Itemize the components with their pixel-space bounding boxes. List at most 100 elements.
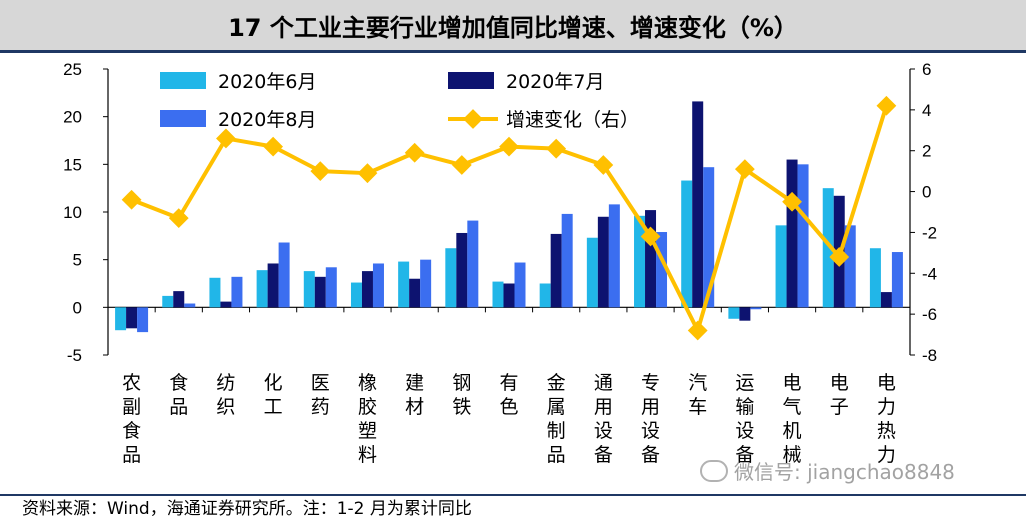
right-tick-label: -2 bbox=[922, 223, 937, 242]
bar bbox=[797, 164, 809, 308]
wechat-icon bbox=[700, 459, 728, 482]
category-label-char: 农 bbox=[122, 372, 141, 394]
bar bbox=[115, 307, 127, 331]
source-note: 资料来源：Wind，海通证券研究所。注：1-2 月为累计同比 bbox=[0, 494, 1026, 523]
category-label: 有色 bbox=[499, 372, 518, 418]
category-label-char: 织 bbox=[216, 396, 235, 418]
category-label-char: 热 bbox=[877, 420, 896, 442]
bar bbox=[445, 248, 457, 308]
category-label: 橡胶塑料 bbox=[358, 372, 377, 466]
category-label: 食品 bbox=[169, 372, 188, 418]
bar bbox=[278, 242, 290, 308]
category-label-char: 化 bbox=[264, 372, 283, 394]
category-label-char: 橡 bbox=[358, 372, 377, 394]
category-label: 汽车 bbox=[688, 372, 707, 418]
watermark: 微信号: jiangchao8848 bbox=[700, 456, 955, 485]
bar bbox=[220, 301, 232, 308]
change-point bbox=[357, 163, 378, 184]
bar bbox=[608, 204, 620, 308]
change-point bbox=[121, 189, 142, 210]
category-label-char: 材 bbox=[405, 396, 424, 418]
legend-swatch bbox=[160, 72, 206, 89]
change-point bbox=[263, 136, 284, 157]
right-tick-label: 4 bbox=[922, 101, 931, 120]
bar bbox=[420, 259, 432, 308]
category-label-char: 设 bbox=[641, 420, 660, 442]
bar bbox=[398, 261, 410, 308]
bar bbox=[822, 188, 834, 308]
bar bbox=[880, 292, 892, 308]
category-label-char: 输 bbox=[735, 396, 754, 418]
bar bbox=[514, 262, 526, 308]
bar bbox=[137, 307, 149, 333]
category-label-char: 食 bbox=[122, 420, 141, 442]
bar bbox=[303, 271, 315, 308]
category-label: 化工 bbox=[264, 372, 283, 418]
bar bbox=[539, 283, 551, 308]
category-label: 金属制品 bbox=[547, 372, 566, 466]
bar bbox=[162, 295, 174, 308]
category-label-char: 食 bbox=[169, 372, 188, 394]
category-label: 建材 bbox=[405, 372, 424, 418]
category-label-char: 汽 bbox=[688, 372, 707, 394]
bar bbox=[634, 215, 646, 308]
category-label-char: 副 bbox=[122, 396, 141, 418]
category-label-char: 医 bbox=[311, 372, 330, 394]
category-label-char: 属 bbox=[547, 396, 566, 418]
legend-label: 2020年6月 bbox=[218, 71, 316, 93]
category-label-char: 品 bbox=[169, 396, 188, 418]
bar bbox=[739, 307, 751, 321]
bar bbox=[409, 278, 421, 308]
bar bbox=[126, 307, 138, 329]
category-label-char: 电 bbox=[877, 372, 896, 394]
category-label-char: 制 bbox=[547, 420, 566, 442]
bar bbox=[728, 307, 740, 319]
left-tick-label: 20 bbox=[63, 108, 82, 127]
bar bbox=[786, 159, 798, 308]
category-label-char: 金 bbox=[547, 372, 566, 394]
category-label-char: 纺 bbox=[216, 372, 235, 394]
legend-swatch bbox=[448, 72, 494, 89]
change-point bbox=[404, 142, 425, 163]
category-label-char: 备 bbox=[735, 444, 754, 466]
category-label-char: 铁 bbox=[452, 396, 471, 418]
bar bbox=[350, 282, 362, 308]
category-label-char: 料 bbox=[358, 444, 377, 466]
category-label-char: 专 bbox=[641, 372, 660, 394]
left-tick-label: 5 bbox=[73, 251, 82, 270]
category-label-char: 建 bbox=[405, 372, 424, 394]
watermark-text: 微信号: jiangchao8848 bbox=[734, 460, 955, 484]
right-tick-label: 6 bbox=[922, 60, 931, 79]
right-tick-label: -8 bbox=[922, 346, 937, 365]
bar bbox=[891, 252, 903, 308]
bar bbox=[361, 271, 373, 308]
right-tick-label: 0 bbox=[922, 183, 931, 202]
category-label-char: 运 bbox=[735, 372, 754, 394]
change-point bbox=[168, 208, 189, 229]
category-label-char: 车 bbox=[688, 396, 707, 418]
left-tick-label: 25 bbox=[63, 60, 82, 79]
bar bbox=[645, 210, 657, 308]
change-point bbox=[876, 95, 897, 116]
category-label-char: 有 bbox=[499, 372, 518, 394]
category-label-char: 工 bbox=[264, 396, 283, 418]
right-tick-label: 2 bbox=[922, 142, 931, 161]
bar bbox=[173, 291, 185, 308]
category-label-char: 设 bbox=[735, 420, 754, 442]
category-label-char: 药 bbox=[311, 396, 330, 418]
bar bbox=[267, 263, 279, 308]
bar bbox=[656, 232, 668, 308]
category-label: 钢铁 bbox=[452, 372, 471, 418]
legend-label: 2020年8月 bbox=[218, 109, 316, 131]
category-label-char: 用 bbox=[594, 396, 613, 418]
category-label: 电气机械 bbox=[783, 372, 802, 466]
category-label: 电力热力 bbox=[877, 372, 896, 466]
category-label-char: 电 bbox=[783, 372, 802, 394]
change-line bbox=[121, 95, 897, 341]
category-label-char: 塑 bbox=[358, 420, 377, 442]
bar bbox=[314, 276, 326, 308]
bar bbox=[775, 225, 787, 308]
category-labels: 农副食品食品纺织化工医药橡胶塑料建材钢铁有色金属制品通用设备专用设备汽车运输设备… bbox=[122, 372, 896, 466]
change-point bbox=[687, 320, 708, 341]
